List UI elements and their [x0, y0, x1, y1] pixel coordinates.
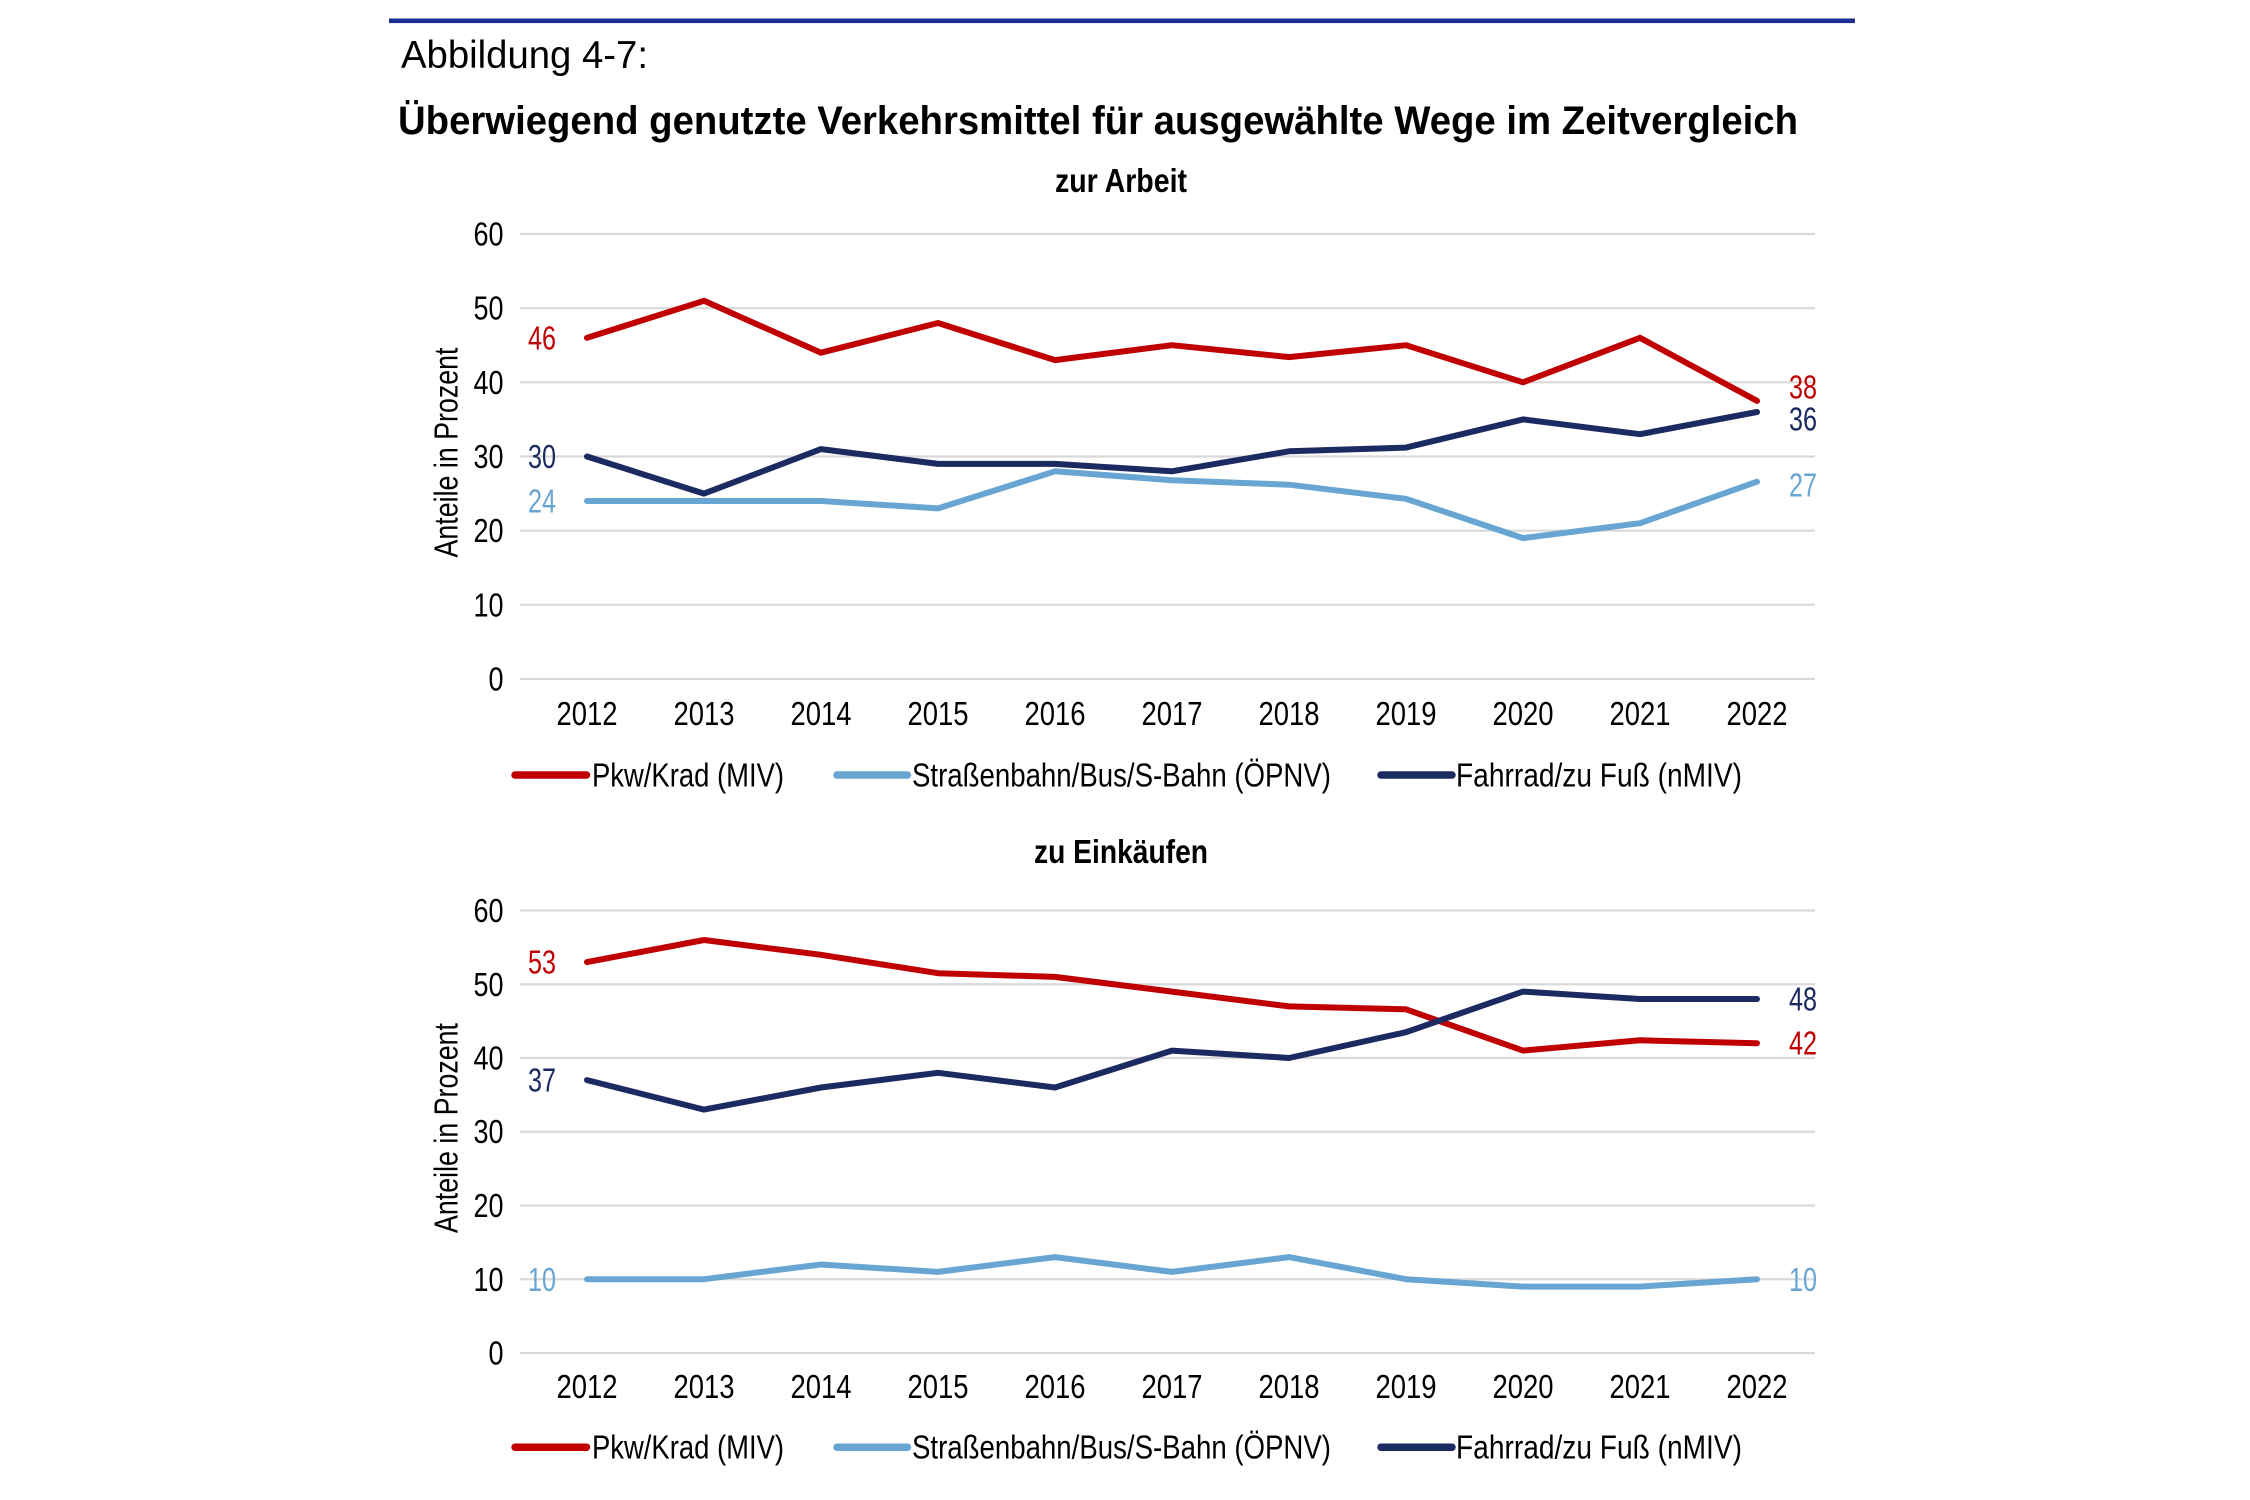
svg-text:Straßenbahn/Bus/S-Bahn (ÖPNV): Straßenbahn/Bus/S-Bahn (ÖPNV) [912, 757, 1331, 794]
svg-text:30: 30 [474, 1113, 504, 1150]
svg-text:53: 53 [528, 944, 556, 981]
svg-text:2012: 2012 [557, 695, 618, 732]
svg-text:20: 20 [474, 512, 504, 549]
svg-text:50: 50 [474, 966, 504, 1003]
svg-text:2022: 2022 [1727, 695, 1788, 732]
svg-text:60: 60 [474, 216, 504, 253]
svg-text:2019: 2019 [1376, 695, 1437, 732]
svg-text:50: 50 [474, 290, 504, 327]
svg-text:30: 30 [474, 438, 504, 475]
svg-text:Pkw/Krad (MIV): Pkw/Krad (MIV) [592, 757, 784, 794]
svg-text:Fahrrad/zu Fuß (nMIV): Fahrrad/zu Fuß (nMIV) [1456, 1429, 1742, 1466]
svg-text:Pkw/Krad (MIV): Pkw/Krad (MIV) [592, 1429, 784, 1466]
svg-text:10: 10 [1789, 1261, 1817, 1298]
svg-text:Anteile in Prozent: Anteile in Prozent [428, 1023, 465, 1233]
svg-text:2018: 2018 [1259, 1368, 1320, 1405]
svg-text:38: 38 [1789, 369, 1817, 406]
svg-text:2017: 2017 [1142, 1368, 1203, 1405]
svg-text:2022: 2022 [1727, 1368, 1788, 1405]
svg-text:37: 37 [528, 1062, 556, 1099]
svg-text:zur Arbeit: zur Arbeit [1055, 162, 1187, 199]
svg-text:2016: 2016 [1025, 695, 1086, 732]
svg-text:zu Einkäufen: zu Einkäufen [1034, 833, 1208, 870]
svg-text:42: 42 [1789, 1025, 1817, 1062]
svg-text:0: 0 [489, 1335, 504, 1372]
svg-text:48: 48 [1789, 981, 1817, 1018]
svg-text:2020: 2020 [1493, 695, 1554, 732]
svg-text:2012: 2012 [557, 1368, 618, 1405]
svg-text:10: 10 [474, 586, 504, 623]
svg-text:Überwiegend genutzte Verkehrsm: Überwiegend genutzte Verkehrsmittel für … [398, 98, 1798, 143]
svg-text:0: 0 [489, 661, 504, 698]
svg-text:10: 10 [528, 1261, 556, 1298]
svg-text:2021: 2021 [1610, 695, 1671, 732]
svg-text:46: 46 [528, 319, 556, 356]
svg-text:2013: 2013 [674, 1368, 735, 1405]
svg-text:2020: 2020 [1493, 1368, 1554, 1405]
svg-text:27: 27 [1789, 467, 1817, 504]
svg-text:2014: 2014 [791, 1368, 852, 1405]
svg-text:2018: 2018 [1259, 695, 1320, 732]
svg-text:60: 60 [474, 892, 504, 929]
svg-text:36: 36 [1789, 401, 1817, 438]
svg-text:24: 24 [528, 483, 556, 520]
svg-text:2019: 2019 [1376, 1368, 1437, 1405]
svg-text:Anteile in Prozent: Anteile in Prozent [428, 348, 465, 558]
svg-text:2015: 2015 [908, 1368, 969, 1405]
svg-text:2014: 2014 [791, 695, 852, 732]
svg-text:2016: 2016 [1025, 1368, 1086, 1405]
svg-text:2015: 2015 [908, 695, 969, 732]
svg-text:10: 10 [474, 1261, 504, 1298]
svg-text:Straßenbahn/Bus/S-Bahn (ÖPNV): Straßenbahn/Bus/S-Bahn (ÖPNV) [912, 1429, 1331, 1466]
svg-text:Abbildung 4-7:: Abbildung 4-7: [401, 34, 648, 77]
svg-text:30: 30 [528, 438, 556, 475]
svg-text:2013: 2013 [674, 695, 735, 732]
svg-text:Fahrrad/zu Fuß (nMIV): Fahrrad/zu Fuß (nMIV) [1456, 757, 1742, 794]
svg-text:40: 40 [474, 1040, 504, 1077]
svg-text:40: 40 [474, 364, 504, 401]
svg-text:2017: 2017 [1142, 695, 1203, 732]
svg-text:2021: 2021 [1610, 1368, 1671, 1405]
svg-text:20: 20 [474, 1187, 504, 1224]
